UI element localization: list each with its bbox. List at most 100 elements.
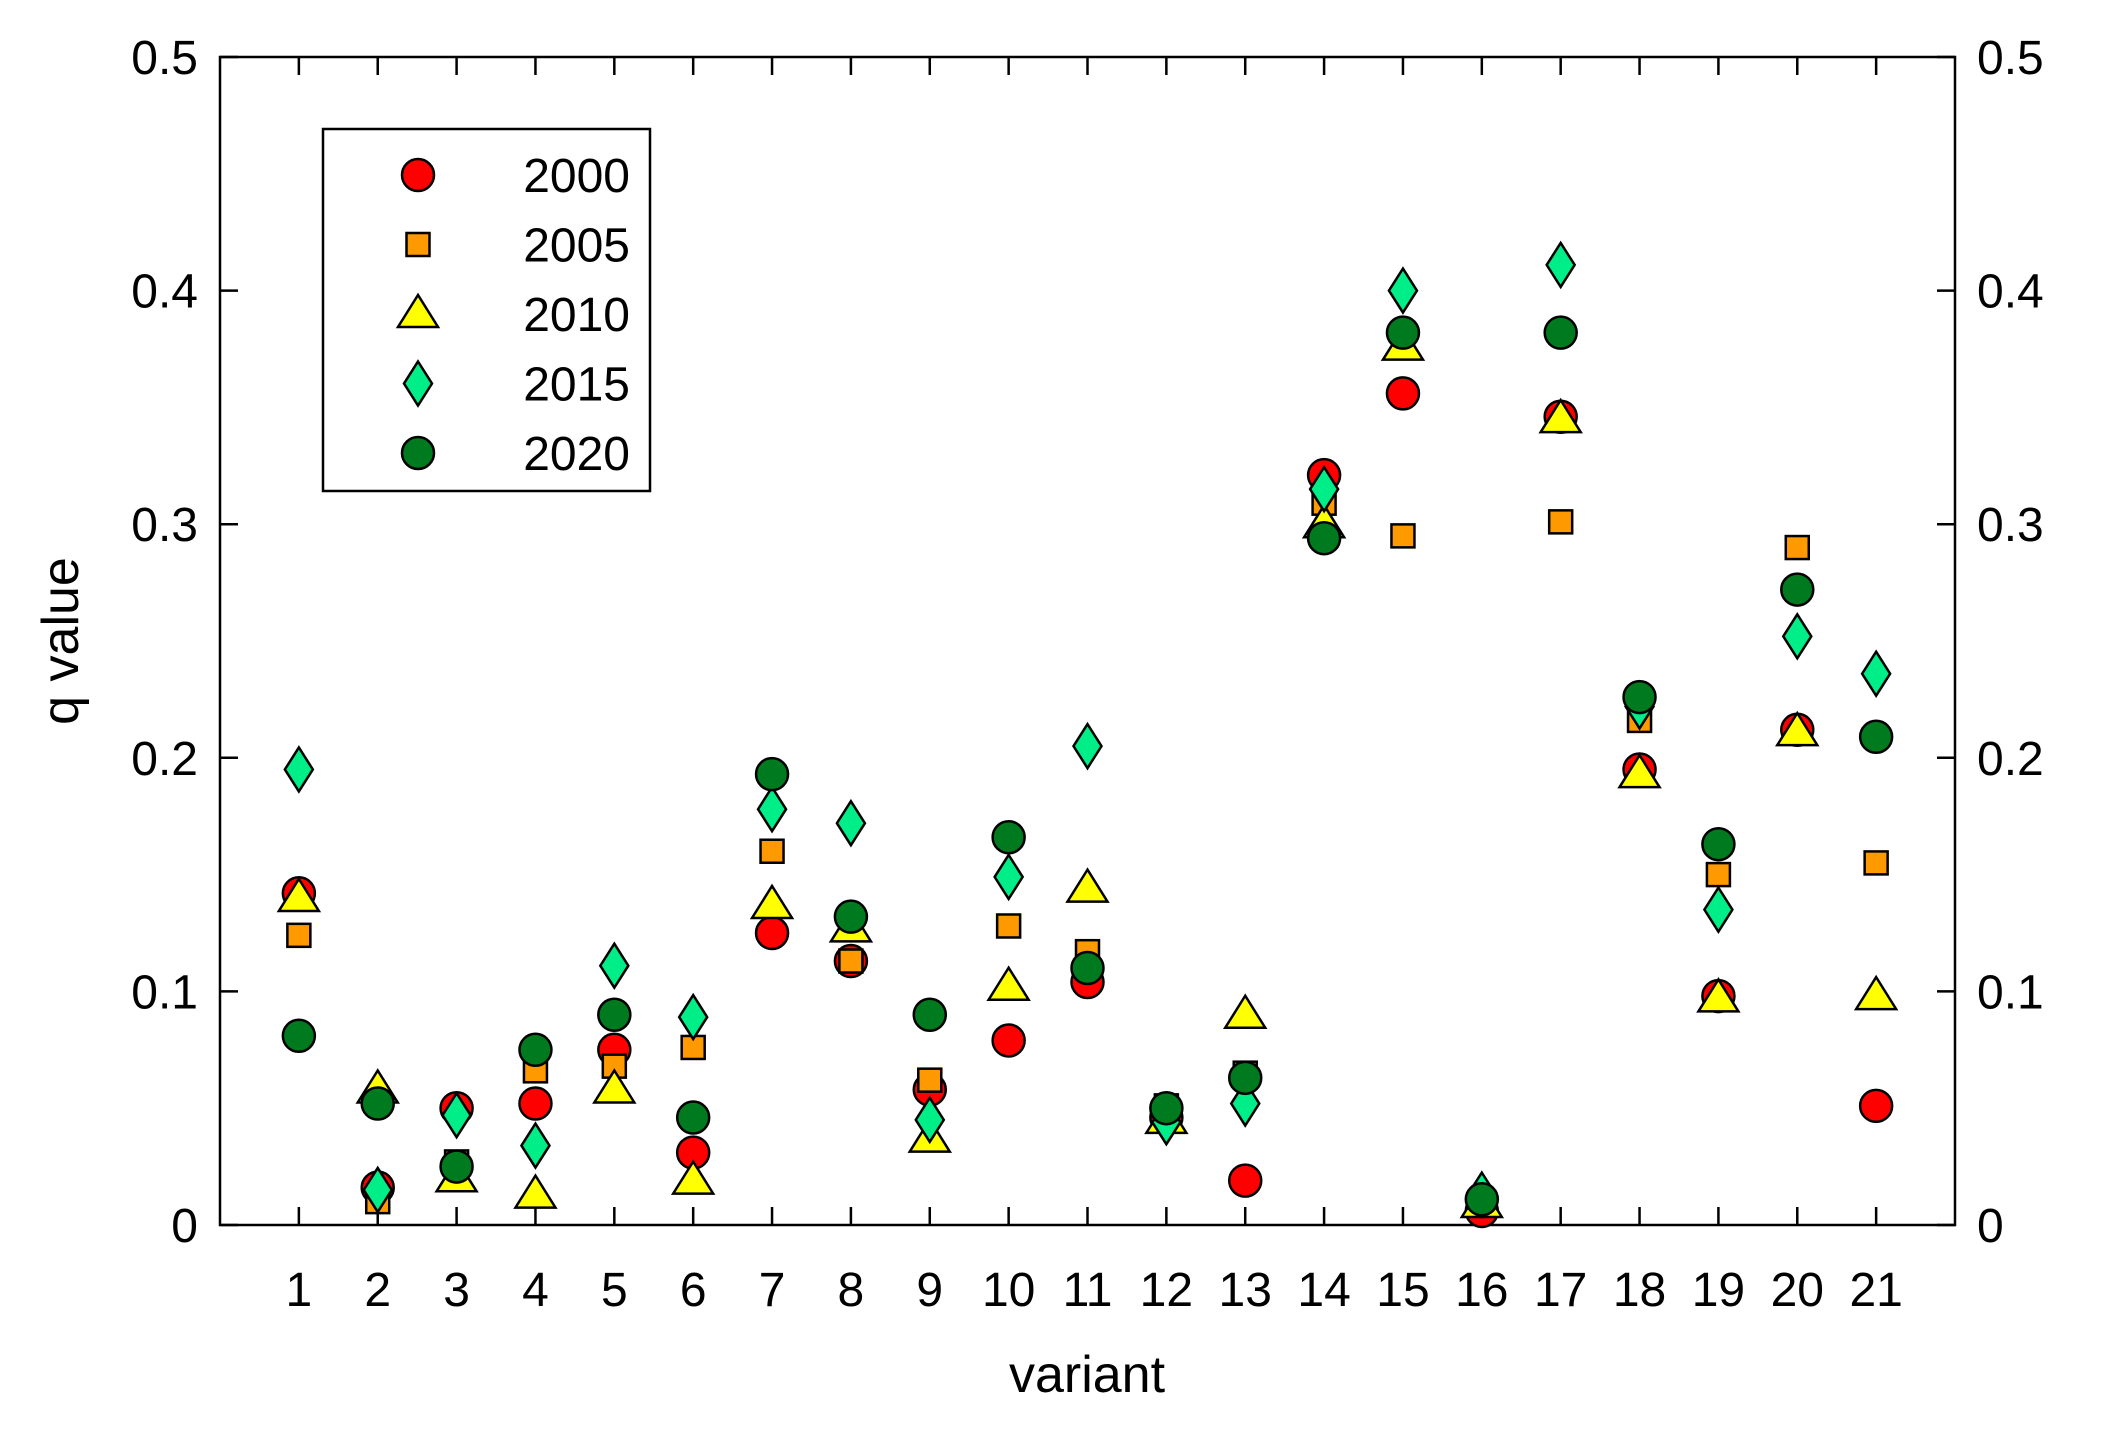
y-tick-label: 0.2: [131, 733, 198, 786]
data-point-2010: [1065, 867, 1110, 903]
legend-label-2020: 2020: [523, 428, 630, 481]
data-point-2010: [592, 1068, 637, 1104]
y-tick-label: 0.3: [131, 499, 198, 552]
data-point-2005: [917, 1067, 943, 1093]
data-point-2015: [1387, 266, 1419, 315]
data-point-2020: [439, 1149, 474, 1184]
data-point-2020: [1227, 1060, 1263, 1096]
series-2020: [281, 315, 1894, 1217]
data-point-2020: [1385, 315, 1421, 350]
legend-marker-2005: [405, 231, 431, 258]
data-point-2010: [1775, 710, 1820, 747]
y-tick-label-right: 0.4: [1977, 266, 2044, 319]
legend-marker-2010: [395, 292, 441, 329]
x-tick-label: 19: [1692, 1264, 1745, 1317]
y-tick-label-right: 0.3: [1977, 499, 2044, 552]
data-point-2015: [1072, 721, 1103, 771]
data-point-2000: [1227, 1163, 1263, 1198]
data-point-2000: [754, 915, 790, 951]
data-point-2020: [597, 997, 632, 1033]
legend-marker-2015: [402, 359, 434, 408]
data-point-2015: [1308, 464, 1340, 514]
y-tick-label: 0.1: [131, 966, 198, 1019]
x-tick-label: 10: [982, 1264, 1035, 1317]
data-point-2000: [518, 1086, 553, 1121]
data-point-2005: [759, 838, 785, 864]
data-point-2020: [1149, 1090, 1184, 1126]
data-point-2020: [281, 1018, 317, 1054]
legend-marker-2020: [400, 435, 436, 471]
x-tick-label: 4: [522, 1264, 549, 1317]
data-point-2010: [513, 1173, 558, 1209]
legend-box: [321, 127, 652, 493]
data-point-2015: [993, 852, 1025, 902]
data-point-2010: [1853, 974, 1899, 1011]
data-point-2010: [1617, 752, 1662, 789]
data-point-2000: [1385, 376, 1421, 411]
data-point-2020: [1701, 826, 1736, 862]
data-point-2005: [1863, 850, 1889, 876]
legend-items: 2000 2005 2010 2015 2020: [395, 150, 630, 481]
data-point-2010: [749, 883, 795, 920]
data-point-2010: [1222, 993, 1268, 1030]
x-tick-label: 16: [1455, 1264, 1508, 1317]
data-point-2010: [1696, 977, 1741, 1013]
data-point-2020: [1070, 950, 1105, 986]
ticks-layer: 1 2 3 4 5 6 7 8 9 10 11 12 13 14 15 16 17 18 19 20 210 00.1 0.…: [131, 32, 2043, 1317]
y-tick-label: 0.5: [131, 32, 198, 85]
x-tick-label: 6: [680, 1264, 707, 1317]
data-point-2020: [518, 1032, 553, 1068]
data-point-2015: [756, 784, 788, 834]
x-tick-label: 20: [1771, 1264, 1824, 1317]
data-point-2020: [754, 756, 790, 792]
y-axis-label: q value: [32, 557, 90, 725]
x-tick-label: 3: [443, 1264, 470, 1317]
data-point-2015: [283, 745, 315, 794]
x-tick-label: 9: [916, 1264, 943, 1317]
data-point-2015: [1702, 885, 1734, 934]
data-point-2015: [598, 941, 630, 991]
data-point-2005: [1390, 523, 1416, 549]
data-point-2020: [1858, 719, 1894, 755]
y-tick-label-right: 0.2: [1977, 733, 2044, 786]
y-tick-label: 0: [171, 1200, 198, 1253]
legend-label-2005: 2005: [523, 220, 630, 273]
data-point-2010: [276, 876, 322, 913]
data-point-2020: [1543, 315, 1578, 350]
data-point-2015: [519, 1121, 551, 1170]
legend-marker-2000: [400, 157, 436, 193]
y-tick-label-right: 0.1: [1977, 966, 2044, 1019]
data-point-2015: [362, 1165, 394, 1215]
points-layer: [276, 240, 1899, 1229]
data-point-2010: [986, 965, 1031, 1001]
data-point-2020: [675, 1100, 711, 1135]
data-point-2005: [995, 913, 1022, 939]
x-tick-label: 15: [1376, 1264, 1429, 1317]
data-point-2005: [838, 948, 864, 974]
series-2000: [281, 376, 1894, 1229]
data-point-2015: [1781, 611, 1813, 661]
data-point-2020: [1622, 679, 1657, 715]
legend-label-2000: 2000: [523, 150, 630, 203]
data-point-2000: [1858, 1088, 1894, 1124]
data-point-2015: [441, 1090, 473, 1140]
legend: 2000 2005 2010 2015 2020: [321, 127, 652, 493]
data-point-2020: [360, 1086, 395, 1121]
y-tick-label-right: 0: [1977, 1200, 2004, 1253]
data-point-2010: [1538, 397, 1583, 434]
legend-label-2015: 2015: [523, 359, 630, 412]
y-tick-label: 0.4: [131, 266, 198, 319]
data-point-2020: [991, 819, 1026, 855]
data-point-2005: [1547, 509, 1574, 535]
legend-label-2010: 2010: [523, 289, 630, 342]
x-tick-label: 13: [1219, 1264, 1272, 1317]
data-point-2015: [1545, 240, 1577, 290]
x-tick-label: 8: [838, 1264, 865, 1317]
x-axis-label: variant: [1009, 1346, 1166, 1404]
x-tick-label: 7: [759, 1264, 786, 1317]
x-tick-label: 14: [1297, 1264, 1350, 1317]
x-tick-label: 12: [1140, 1264, 1193, 1317]
data-point-2020: [1464, 1182, 1500, 1217]
data-point-2015: [1860, 649, 1892, 699]
